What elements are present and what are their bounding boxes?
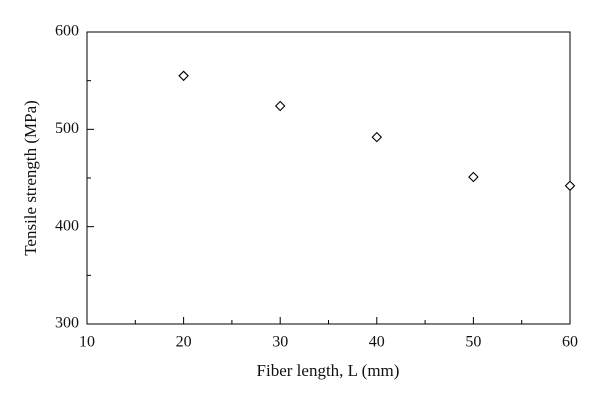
x-tick-label: 40 bbox=[369, 334, 385, 351]
y-tick-label: 300 bbox=[55, 315, 79, 332]
y-tick-label: 600 bbox=[55, 23, 79, 40]
x-tick-label: 10 bbox=[79, 334, 95, 351]
x-axis-label: Fiber length, L (mm) bbox=[257, 361, 400, 380]
y-tick-label: 500 bbox=[55, 120, 79, 137]
y-tick-label: 400 bbox=[55, 217, 79, 234]
point bbox=[371, 131, 383, 143]
x-tick-label: 20 bbox=[176, 334, 192, 351]
point bbox=[178, 70, 189, 82]
x-tick-label: 50 bbox=[465, 334, 481, 351]
x-tick-label: 30 bbox=[272, 334, 288, 351]
plot-frame bbox=[86, 31, 571, 325]
x-tick-label: 60 bbox=[562, 334, 578, 351]
point bbox=[274, 100, 286, 112]
y-axis-label: Tensile strength (MPa) bbox=[21, 100, 40, 256]
point bbox=[468, 171, 479, 183]
point bbox=[564, 180, 576, 192]
